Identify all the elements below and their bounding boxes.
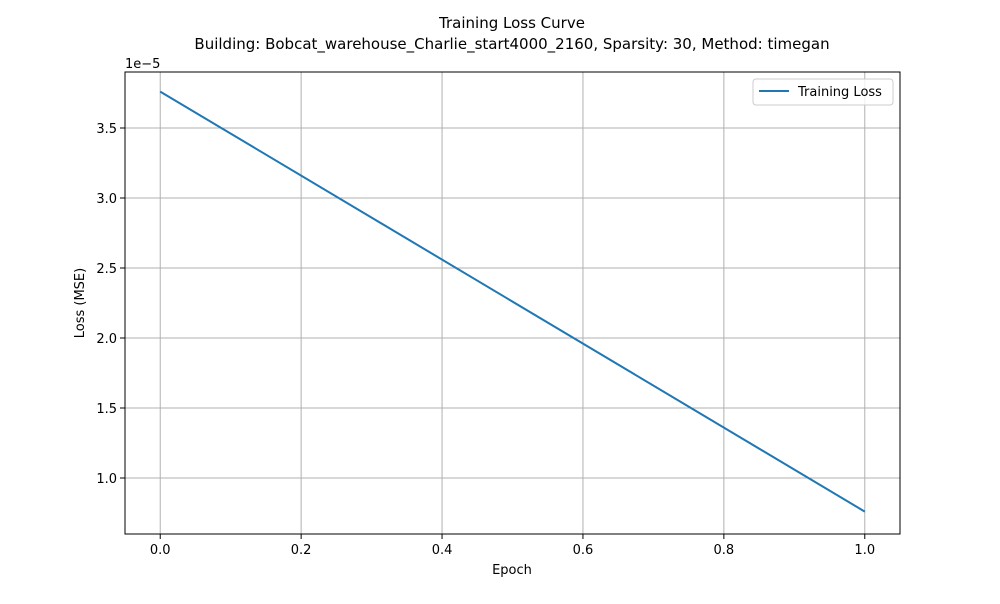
grid-lines — [125, 72, 900, 534]
chart-subtitle: Building: Bobcat_warehouse_Charlie_start… — [194, 35, 829, 54]
y-tick-label: 3.5 — [96, 122, 117, 137]
y-axis-label: Loss (MSE) — [73, 268, 88, 338]
y-tick-label: 1.5 — [96, 402, 117, 417]
y-tick-label: 1.0 — [96, 472, 117, 487]
x-axis-ticks: 0.0 0.2 0.4 0.6 0.8 1.0 — [150, 534, 875, 558]
legend-label-training-loss: Training Loss — [797, 85, 882, 100]
chart-title: Training Loss Curve — [438, 14, 585, 32]
x-tick-label: 0.2 — [291, 543, 312, 558]
legend-box — [752, 78, 894, 106]
legend: Training Loss — [752, 78, 894, 106]
y-tick-label: 3.0 — [96, 192, 117, 207]
series-line-training-loss — [159, 90, 866, 513]
x-axis-label: Epoch — [492, 563, 532, 578]
x-tick-label: 0.8 — [714, 543, 735, 558]
x-tick-label: 0.0 — [150, 543, 171, 558]
series-lines — [159, 90, 866, 513]
x-tick-label: 0.4 — [432, 543, 453, 558]
y-axis-offset-label: 1e−5 — [125, 57, 160, 72]
y-tick-label: 2.0 — [96, 332, 117, 347]
x-tick-label: 1.0 — [854, 543, 875, 558]
plot-area-frame — [124, 71, 901, 535]
x-tick-label: 0.6 — [573, 543, 594, 558]
y-tick-label: 2.5 — [96, 262, 117, 277]
y-axis-ticks: 1.0 1.5 2.0 2.5 3.0 3.5 — [96, 122, 125, 487]
